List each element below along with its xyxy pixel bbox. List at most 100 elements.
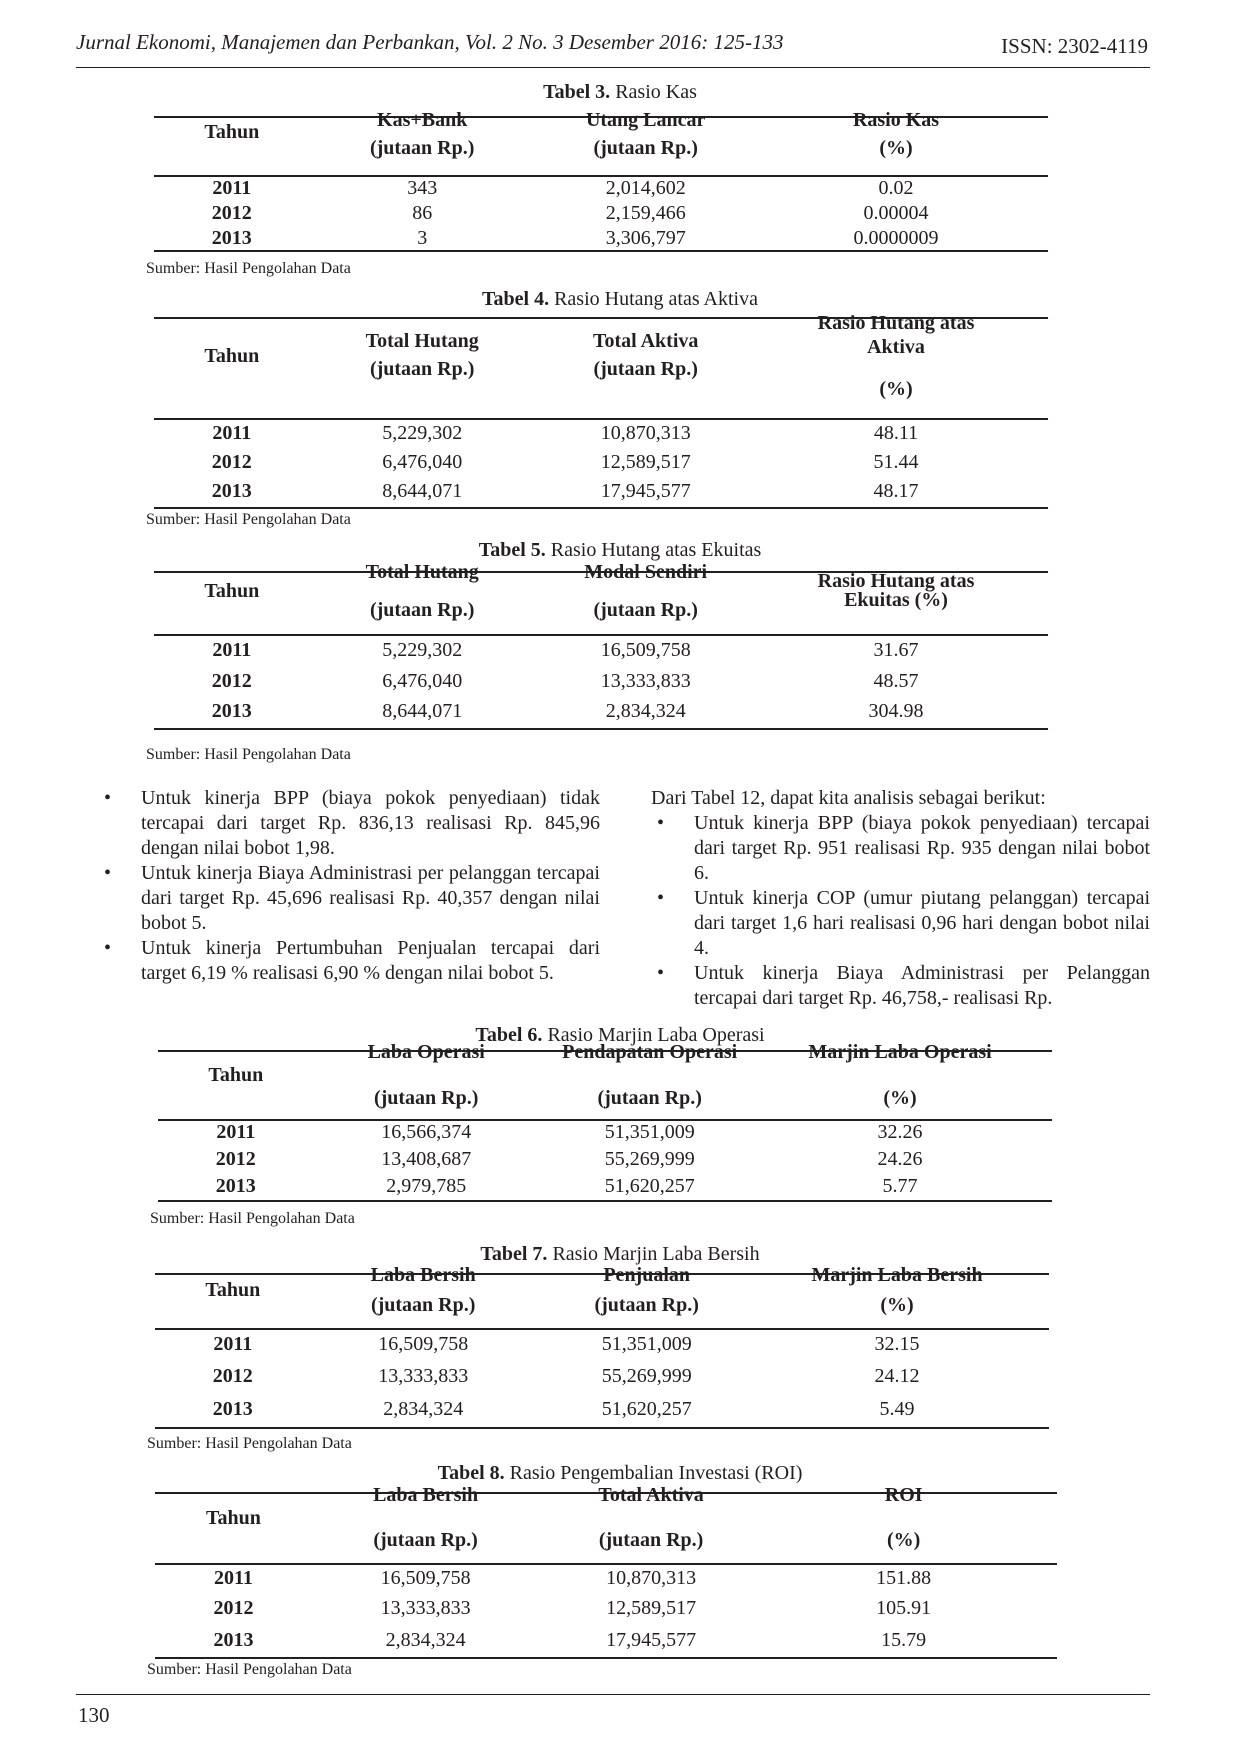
table-source: Sumber: Hasil Pengolahan Data xyxy=(150,1210,355,1227)
table-cell: 13,333,833 xyxy=(600,670,691,692)
column-header: (%) xyxy=(880,1294,914,1316)
table-bottom-rule xyxy=(154,728,1048,730)
table-bottom-rule xyxy=(158,1200,1052,1202)
column-header: (%) xyxy=(879,378,913,400)
table-cell: 32.26 xyxy=(877,1121,923,1143)
table-cell: 5,229,302 xyxy=(382,422,463,444)
table-cell: 86 xyxy=(412,202,433,224)
column-header: Rasio Hutang atas xyxy=(817,570,975,592)
table-cell: 55,269,999 xyxy=(601,1365,692,1387)
row-year: 2011 xyxy=(212,177,252,199)
table-header-rule xyxy=(155,1563,1057,1565)
left-bullet-list: • Untuk kinerja BPP (biaya pokok penyedia… xyxy=(104,786,600,986)
table-source: Sumber: Hasil Pengolahan Data xyxy=(146,511,351,528)
table-caption: Tabel 6. Rasio Marjin Laba Operasi xyxy=(0,1024,1240,1047)
table-title: Rasio Marjin Laba Operasi xyxy=(547,1024,765,1046)
row-year: 2012 xyxy=(211,670,252,692)
column-header: Rasio Hutang atas xyxy=(817,312,975,334)
right-column: Dari Tabel 12, dapat kita analisis sebag… xyxy=(651,786,1150,1011)
table-source: Sumber: Hasil Pengolahan Data xyxy=(146,746,351,763)
column-header: Tahun xyxy=(204,345,260,367)
bullet-text: Untuk kinerja BPP (biaya pokok penyediaa… xyxy=(694,812,1150,884)
column-header: Penjualan xyxy=(603,1264,691,1286)
table-source: Sumber: Hasil Pengolahan Data xyxy=(147,1661,352,1678)
table-cell: 0.0000009 xyxy=(853,227,939,249)
table-top-rule xyxy=(154,317,1048,319)
table-cell: 51,351,009 xyxy=(604,1121,695,1143)
table-cell: 0.02 xyxy=(878,177,914,199)
right-intro: Dari Tabel 12, dapat kita analisis sebag… xyxy=(651,787,1046,809)
bullet-text: Untuk kinerja COP (umur piutang pelangga… xyxy=(694,887,1150,959)
bullet-item: • Untuk kinerja COP (umur piutang pelangg… xyxy=(657,886,1150,961)
column-header: Laba Operasi xyxy=(367,1041,485,1063)
column-header: (jutaan Rp.) xyxy=(369,358,475,380)
table-cell: 12,589,517 xyxy=(606,1597,697,1619)
column-header: Aktiva xyxy=(867,336,925,358)
issn: ISSN: 2302-4119 xyxy=(1001,34,1148,58)
left-column: • Untuk kinerja BPP (biaya pokok penyedia… xyxy=(104,786,600,986)
column-header: (jutaan Rp.) xyxy=(593,137,698,159)
column-header: (jutaan Rp.) xyxy=(369,599,475,621)
table-title: Rasio Pengembalian Investasi (ROI) xyxy=(509,1462,803,1484)
table-cell: 48.57 xyxy=(873,670,919,692)
row-year: 2011 xyxy=(213,1333,253,1355)
bullet-icon: • xyxy=(104,862,112,884)
table-bottom-rule xyxy=(154,507,1048,509)
bullet-icon: • xyxy=(657,887,665,909)
bullet-icon: • xyxy=(104,937,112,959)
table-cell: 32.15 xyxy=(874,1333,920,1355)
table-title: Rasio Hutang atas Ekuitas xyxy=(550,539,762,561)
bullet-item: • Untuk kinerja BPP (biaya pokok penyedia… xyxy=(104,786,600,861)
column-header: Modal Sendiri xyxy=(584,561,708,583)
column-header: (jutaan Rp.) xyxy=(597,1087,702,1109)
table-cell: 5.49 xyxy=(879,1398,915,1420)
right-bullet-list: • Untuk kinerja BPP (biaya pokok penyedia… xyxy=(657,811,1150,1011)
footer-rule xyxy=(76,1694,1150,1695)
bullet-icon: • xyxy=(104,787,112,809)
row-year: 2013 xyxy=(211,480,252,502)
table-label: Tabel 4. xyxy=(482,288,550,310)
table-top-rule xyxy=(154,116,1048,118)
table-cell: 0.00004 xyxy=(863,202,929,224)
column-header: Tahun xyxy=(204,580,260,602)
table-bottom-rule xyxy=(155,1427,1049,1429)
table-cell: 2,159,466 xyxy=(605,202,686,224)
row-year: 2012 xyxy=(215,1148,256,1170)
table-cell: 12,589,517 xyxy=(600,451,691,473)
table-cell: 2,014,602 xyxy=(605,177,686,199)
column-header: (jutaan Rp.) xyxy=(373,1087,479,1109)
column-header: Tahun xyxy=(205,1279,261,1301)
table-cell: 31.67 xyxy=(873,639,919,661)
header-rule xyxy=(76,67,1150,68)
column-header: Tahun xyxy=(206,1507,261,1529)
table-header-rule xyxy=(154,418,1048,420)
table-title: Rasio Hutang atas Aktiva xyxy=(554,288,758,310)
table-top-rule xyxy=(155,1492,1057,1494)
table-cell: 105.91 xyxy=(876,1597,932,1619)
table-cell: 2,834,324 xyxy=(383,1398,464,1420)
bullet-item: • Untuk kinerja Biaya Administrasi per pe… xyxy=(104,861,600,936)
table-source: Sumber: Hasil Pengolahan Data xyxy=(146,260,351,277)
row-year: 2011 xyxy=(214,1567,253,1589)
bullet-item: • Untuk kinerja Pertumbuhan Penjualan ter… xyxy=(104,936,600,986)
table-cell: 48.11 xyxy=(873,422,919,444)
table-cell: 2,834,324 xyxy=(385,1629,466,1651)
column-header: Laba Bersih xyxy=(373,1484,479,1506)
table-cell: 55,269,999 xyxy=(604,1148,695,1170)
column-header: Laba Bersih xyxy=(370,1264,476,1286)
table-cell: 2,834,324 xyxy=(605,700,686,722)
column-header: Kas+Bank xyxy=(377,109,468,131)
bullet-text: Untuk kinerja Pertumbuhan Penjualan terc… xyxy=(141,937,600,984)
table-cell: 3 xyxy=(417,227,428,249)
table-cell: 51,620,257 xyxy=(604,1175,695,1197)
table-cell: 16,566,374 xyxy=(381,1121,472,1143)
column-header: (jutaan Rp.) xyxy=(594,1294,699,1316)
column-header: (jutaan Rp.) xyxy=(598,1529,704,1551)
table-cell: 8,644,071 xyxy=(382,700,463,722)
column-header: (jutaan Rp.) xyxy=(370,1294,476,1316)
row-year: 2013 xyxy=(215,1175,256,1197)
row-year: 2013 xyxy=(211,227,252,249)
bullet-text: Untuk kinerja Biaya Administrasi per Pel… xyxy=(694,962,1150,1009)
table-source: Sumber: Hasil Pengolahan Data xyxy=(147,1435,352,1452)
table-cell: 24.12 xyxy=(874,1365,920,1387)
